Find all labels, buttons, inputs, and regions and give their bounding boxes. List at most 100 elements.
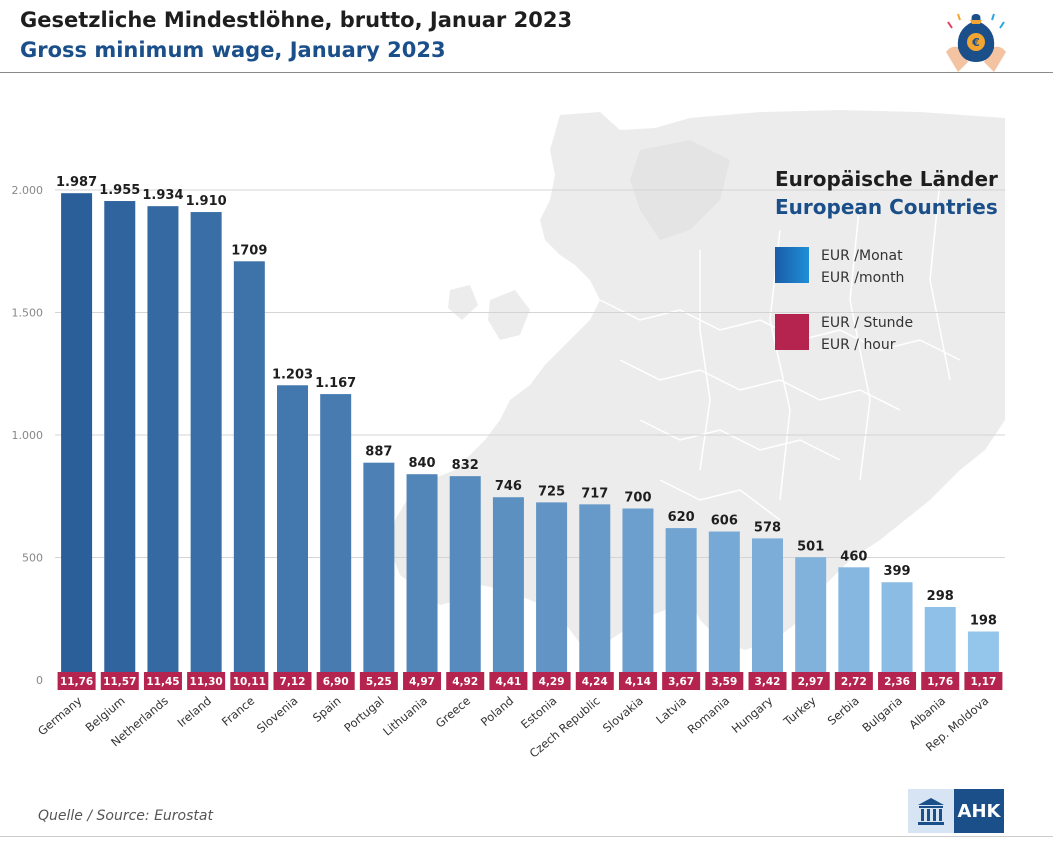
monthly-value-label: 198: [970, 613, 997, 628]
x-category-label: Poland: [478, 694, 516, 729]
monthly-value-label: 298: [927, 589, 954, 604]
monthly-value-label: 725: [538, 484, 565, 499]
x-category-label: Serbia: [825, 694, 862, 728]
y-axis-ticks: 0 500 1.000 1.500 2.000: [12, 184, 44, 687]
hourly-value-label: 2,36: [884, 676, 910, 688]
bar-monthly: [61, 193, 93, 680]
bar-monthly: [536, 502, 568, 680]
y-tick-label: 1.000: [12, 429, 44, 442]
hourly-value-label: 3,67: [668, 676, 694, 688]
monthly-value-label: 501: [797, 539, 824, 554]
hourly-value-label: 7,12: [280, 676, 306, 688]
hourly-value-label: 4,92: [452, 676, 478, 688]
monthly-value-label: 700: [624, 491, 651, 506]
hourly-value-label: 10,11: [233, 676, 266, 688]
x-category-label: Slovenia: [254, 694, 300, 736]
x-category-label: Greece: [433, 694, 473, 731]
monthly-value-label: 399: [883, 564, 910, 579]
y-tick-label: 1.500: [12, 307, 44, 320]
hourly-value-label: 2,97: [798, 676, 824, 688]
x-category-label: Slovakia: [600, 694, 646, 736]
hourly-badge: [964, 672, 1003, 690]
hourly-value-label: 3,42: [755, 676, 781, 688]
monthly-value-label: 1.987: [56, 175, 97, 190]
hourly-badge: [834, 672, 873, 690]
monthly-value-label: 717: [581, 486, 608, 501]
hourly-badge: [187, 672, 226, 690]
hourly-value-label: 5,25: [366, 676, 392, 688]
hourly-badge: [57, 672, 96, 690]
source-note: Quelle / Source: Eurostat: [38, 808, 213, 824]
legend-monthly-de: EUR /Monat: [821, 248, 903, 264]
bar-monthly: [492, 497, 524, 680]
x-category-label: Lithuania: [380, 694, 430, 739]
monthly-value-label: 460: [840, 549, 867, 564]
hourly-badge: [100, 672, 139, 690]
monthly-value-label: 1.934: [142, 188, 183, 203]
hourly-badge: [705, 672, 744, 690]
bar-monthly: [881, 582, 913, 680]
hourly-badge: [316, 672, 355, 690]
legend-title-en: European Countries: [775, 195, 998, 219]
monthly-value-label: 1.167: [315, 376, 356, 391]
bar-monthly: [795, 557, 827, 680]
hourly-badge: [403, 672, 442, 690]
y-tick-label: 0: [36, 674, 43, 687]
bar-monthly: [233, 261, 265, 680]
monthly-value-label: 578: [754, 520, 781, 535]
x-category-label: Ireland: [175, 694, 214, 730]
legend-hourly-label: EUR / Stunde EUR / hour: [821, 312, 913, 356]
hourly-value-label: 4,24: [582, 676, 608, 688]
bar-monthly: [924, 606, 956, 680]
hourly-value-label: 4,41: [495, 676, 521, 688]
bar-monthly: [967, 631, 999, 680]
footer-divider: [0, 836, 1053, 837]
legend-swatch-monthly: [775, 247, 809, 283]
monthly-bars: [61, 193, 999, 681]
x-category-label: Bulgaria: [859, 694, 905, 735]
bar-monthly: [579, 504, 611, 680]
monthly-value-label: 840: [408, 456, 435, 471]
svg-text:€: €: [971, 36, 980, 49]
bar-monthly: [838, 567, 870, 680]
hourly-badge: [791, 672, 830, 690]
bar-monthly: [320, 394, 352, 680]
building-icon: [908, 789, 954, 833]
y-tick-label: 500: [22, 552, 43, 565]
x-category-label: Latvia: [653, 694, 689, 727]
monthly-value-label: 1.910: [186, 194, 227, 209]
hourly-value-label: 1,17: [970, 676, 996, 688]
bar-monthly: [449, 476, 481, 680]
x-category-label: Spain: [310, 694, 344, 725]
x-category-label: Turkey: [780, 693, 819, 729]
bar-monthly: [708, 531, 740, 680]
hourly-value-label: 3,59: [711, 676, 737, 688]
bar-monthly: [665, 528, 697, 680]
monthly-value-label: 832: [452, 458, 479, 473]
hourly-value-label: 6,90: [323, 676, 349, 688]
bar-monthly: [363, 462, 395, 680]
europe-map-background: [390, 110, 1005, 650]
bar-monthly: [406, 474, 438, 680]
monthly-value-label: 1.203: [272, 367, 313, 382]
monthly-value-label: 1.955: [99, 183, 140, 198]
hourly-value-label: 11,76: [60, 676, 93, 688]
hourly-badge: [446, 672, 485, 690]
hourly-badge: [273, 672, 312, 690]
bar-monthly: [622, 508, 654, 680]
hourly-value-label: 4,29: [539, 676, 565, 688]
hourly-value-label: 2,72: [841, 676, 867, 688]
legend-swatch-hourly: [775, 314, 809, 350]
hourly-value-label: 11,57: [103, 676, 136, 688]
legend-title-de: Europäische Länder: [775, 167, 998, 191]
ahk-logo: AHK: [908, 789, 1004, 833]
hourly-badge: [489, 672, 528, 690]
x-category-label: France: [219, 694, 257, 729]
hourly-badge: [662, 672, 701, 690]
bar-monthly: [104, 201, 136, 680]
x-category-label: Germany: [35, 693, 85, 738]
x-category-label: Hungary: [729, 693, 776, 735]
ahk-label: AHK: [954, 789, 1004, 833]
